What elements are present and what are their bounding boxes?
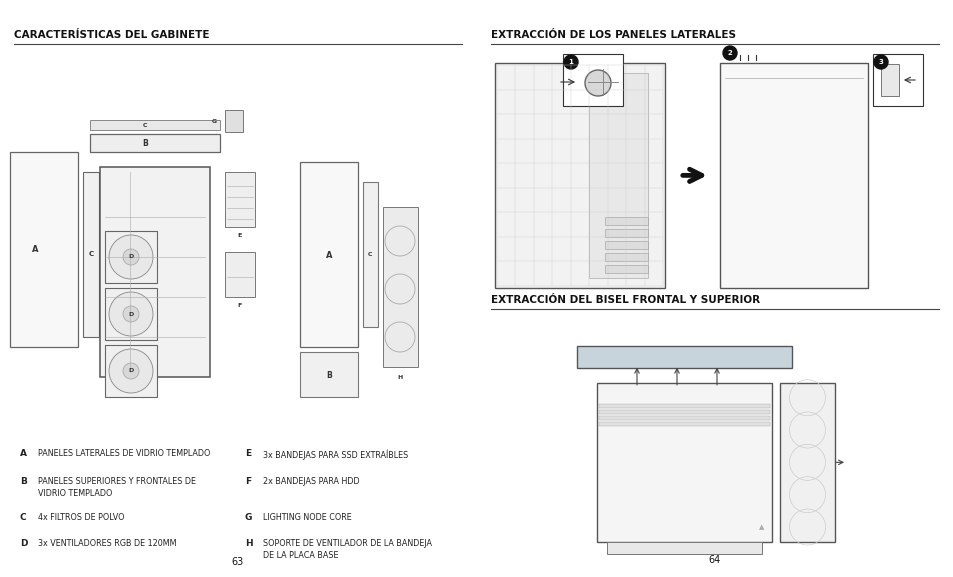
Text: 63: 63 (232, 557, 244, 567)
Text: C: C (89, 251, 93, 257)
Bar (105, 288, 157, 340)
Text: LIGHTING NODE CORE: LIGHTING NODE CORE (263, 513, 352, 522)
Bar (495, 63, 664, 288)
Bar (225, 110, 243, 132)
Circle shape (109, 235, 152, 279)
Circle shape (109, 349, 152, 393)
Circle shape (873, 55, 887, 69)
Bar (588, 73, 647, 278)
Text: F: F (237, 303, 242, 308)
Bar (299, 162, 357, 347)
Text: C: C (143, 122, 147, 128)
Text: E: E (237, 233, 242, 238)
Text: A: A (20, 449, 27, 458)
Bar (105, 231, 157, 283)
Bar (100, 167, 210, 377)
Text: ESPAÑOL: ESPAÑOL (10, 5, 50, 13)
Text: 64: 64 (708, 555, 720, 565)
Text: EXTRACCIÓN DE LOS PANELES LATERALES: EXTRACCIÓN DE LOS PANELES LATERALES (491, 30, 735, 40)
Bar (225, 172, 254, 227)
Bar (90, 134, 220, 152)
Bar (598, 415, 769, 419)
Bar (83, 172, 99, 337)
Text: B: B (326, 370, 332, 380)
Circle shape (123, 363, 139, 379)
Text: PANELES LATERALES DE VIDRIO TEMPLADO: PANELES LATERALES DE VIDRIO TEMPLADO (38, 449, 211, 458)
Text: B: B (20, 477, 27, 486)
Text: F: F (245, 477, 251, 486)
Bar (605, 265, 647, 273)
Bar (10, 152, 78, 347)
Bar (605, 241, 647, 249)
Bar (105, 345, 157, 397)
Text: DE LA PLACA BASE: DE LA PLACA BASE (263, 551, 338, 560)
Text: 3x BANDEJAS PARA SSD EXTRAÍBLES: 3x BANDEJAS PARA SSD EXTRAÍBLES (263, 449, 408, 459)
Circle shape (123, 306, 139, 322)
Text: 2x BANDEJAS PARA HDD: 2x BANDEJAS PARA HDD (263, 477, 359, 486)
Text: 1: 1 (568, 59, 573, 65)
Bar (605, 217, 647, 224)
Text: E: E (245, 449, 251, 458)
Circle shape (563, 55, 578, 69)
Bar (382, 207, 417, 367)
Text: D: D (20, 539, 28, 548)
Text: D: D (129, 312, 133, 317)
Text: ▲: ▲ (759, 524, 764, 530)
Text: B: B (142, 138, 148, 148)
Bar (598, 422, 769, 426)
Bar (606, 542, 761, 554)
Bar (720, 63, 867, 288)
Bar (872, 54, 923, 106)
Text: C: C (20, 513, 27, 522)
Circle shape (722, 46, 737, 60)
Bar (605, 253, 647, 261)
Text: A: A (31, 245, 38, 254)
Text: D: D (129, 254, 133, 260)
Text: H: H (245, 539, 253, 548)
Bar (90, 120, 220, 130)
Text: VIDRIO TEMPLADO: VIDRIO TEMPLADO (38, 489, 112, 498)
Text: C: C (367, 253, 372, 257)
Text: CARACTERÍSTICAS DEL GABINETE: CARACTERÍSTICAS DEL GABINETE (14, 30, 210, 40)
Text: ESPAÑOL: ESPAÑOL (903, 5, 943, 13)
Text: PANELES SUPERIORES Y FRONTALES DE: PANELES SUPERIORES Y FRONTALES DE (38, 477, 195, 486)
Bar (363, 182, 377, 327)
Bar (577, 346, 791, 368)
Text: A: A (325, 250, 332, 260)
Text: 3x VENTILADORES RGB DE 120MM: 3x VENTILADORES RGB DE 120MM (38, 539, 176, 548)
Bar (780, 383, 834, 542)
Text: G: G (245, 513, 253, 522)
Text: G: G (212, 118, 216, 123)
Bar (880, 64, 898, 96)
Bar (299, 352, 357, 397)
Text: H: H (397, 375, 402, 380)
Text: 4x FILTROS DE POLVO: 4x FILTROS DE POLVO (38, 513, 125, 522)
Bar (597, 383, 771, 542)
Bar (598, 404, 769, 408)
Bar (225, 252, 254, 297)
Text: SOPORTE DE VENTILADOR DE LA BANDEJA: SOPORTE DE VENTILADOR DE LA BANDEJA (263, 539, 432, 548)
Text: 3: 3 (878, 59, 882, 65)
Circle shape (109, 292, 152, 336)
Text: 2: 2 (727, 50, 732, 56)
Circle shape (584, 70, 610, 96)
Bar (562, 54, 622, 106)
Text: EXTRACCIÓN DEL BISEL FRONTAL Y SUPERIOR: EXTRACCIÓN DEL BISEL FRONTAL Y SUPERIOR (491, 295, 760, 305)
Bar (598, 410, 769, 414)
Text: D: D (129, 369, 133, 373)
Circle shape (123, 249, 139, 265)
Bar (605, 228, 647, 237)
